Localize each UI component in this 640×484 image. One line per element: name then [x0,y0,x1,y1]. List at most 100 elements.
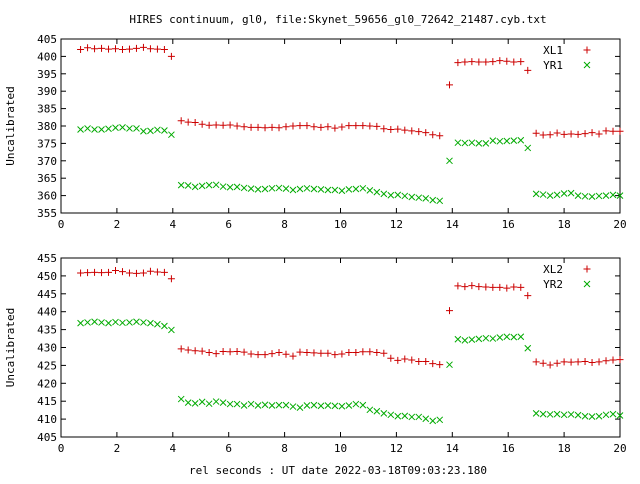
data-point-XL1 [268,123,276,131]
y-tick-label: 405 [37,33,57,46]
data-point-XL2 [84,269,92,277]
x-tick-label: 14 [446,442,460,455]
data-point-XL2 [553,359,561,367]
data-point-XL1 [415,128,423,136]
data-point-XL2 [282,350,290,358]
y-tick-label: 440 [37,306,57,319]
y-tick-label: 360 [37,190,57,203]
legend-marker-YR1 [583,61,591,69]
data-point-XL1 [602,127,610,135]
data-point-XL1 [510,58,518,66]
data-point-XL1 [394,125,402,133]
data-point-XL1 [581,130,589,138]
data-point-YR1 [560,190,568,197]
data-point-YR2 [177,395,185,403]
data-point-YR1 [436,197,444,205]
data-point-XL1 [289,122,297,130]
data-point-YR1 [133,125,140,132]
data-point-YR2 [446,361,453,369]
data-point-YR2 [574,411,582,419]
data-point-XL1 [359,122,367,130]
data-point-XL2 [468,282,476,290]
data-point-YR1 [373,188,381,196]
data-point-YR1 [588,193,596,200]
data-point-YR2 [602,411,610,419]
data-point-YR2 [609,410,617,418]
data-point-XL2 [184,346,192,354]
data-point-XL1 [132,44,140,52]
data-point-YR1 [126,125,133,132]
data-point-XL2 [503,284,511,292]
legend-label: XL1 [543,44,563,57]
data-point-XL1 [184,118,192,126]
data-point-YR2 [408,413,416,421]
data-point-XL1 [609,127,617,135]
data-point-YR1 [546,192,554,199]
data-point-YR2 [489,335,497,342]
data-point-YR2 [475,335,483,343]
data-point-XL1 [517,58,525,66]
data-point-XL1 [191,119,199,127]
data-point-XL2 [532,358,540,366]
data-point-YR1 [380,190,388,198]
data-point-YR1 [595,192,603,200]
data-point-YR2 [510,333,518,341]
data-point-XL1 [317,123,325,131]
x-tick-label: 4 [169,442,176,455]
data-point-XL1 [84,44,92,52]
data-point-XL2 [338,350,346,358]
data-point-XL2 [303,349,311,357]
data-point-YR2 [366,406,374,414]
data-point-YR2 [282,401,290,409]
data-point-XL1 [366,122,374,130]
data-point-YR1 [429,196,437,204]
data-point-YR1 [140,127,147,135]
data-point-XL1 [160,45,168,53]
data-point-YR1 [524,144,532,152]
data-point-YR1 [475,140,483,147]
data-point-YR2 [429,417,437,425]
data-point-XL1 [345,122,353,130]
data-point-YR1 [154,126,161,134]
data-point-YR1 [119,124,126,131]
data-point-XL2 [510,283,518,291]
data-point-XL2 [394,356,402,364]
x-tick-label: 8 [281,218,288,231]
data-point-YR2 [454,335,462,343]
data-point-XL2 [366,348,374,356]
data-point-YR1 [415,194,423,202]
data-point-YR2 [482,334,490,342]
legend-marker-XL2 [583,265,591,273]
y-tick-label: 450 [37,270,57,283]
data-point-XL1 [560,130,568,138]
data-point-XL2 [112,267,120,275]
data-point-YR2 [147,319,154,327]
data-point-YR1 [581,192,589,200]
data-point-YR1 [233,183,241,191]
y-tick-label: 420 [37,377,57,390]
data-point-XL1 [240,123,248,131]
data-point-YR2 [161,322,168,330]
data-point-YR2 [532,410,540,417]
data-point-XL1 [324,123,332,131]
data-point-XL2 [352,349,360,357]
y-tick-label: 455 [37,252,57,265]
data-point-XL2 [560,358,568,366]
x-tick-label: 8 [281,442,288,455]
data-point-XL1 [219,121,227,129]
data-point-YR1 [574,192,582,199]
y-tick-label: 405 [37,431,57,444]
y-tick-label: 430 [37,342,57,355]
data-point-YR1 [454,139,462,147]
data-point-XL2 [167,275,175,283]
data-point-YR2 [198,398,206,406]
data-point-XL1 [532,129,540,137]
data-point-XL2 [539,359,547,367]
data-point-YR2 [105,319,112,327]
data-point-YR1 [401,192,409,200]
data-point-XL2 [233,347,241,355]
data-point-YR1 [482,140,490,147]
data-point-XL1 [338,123,346,131]
